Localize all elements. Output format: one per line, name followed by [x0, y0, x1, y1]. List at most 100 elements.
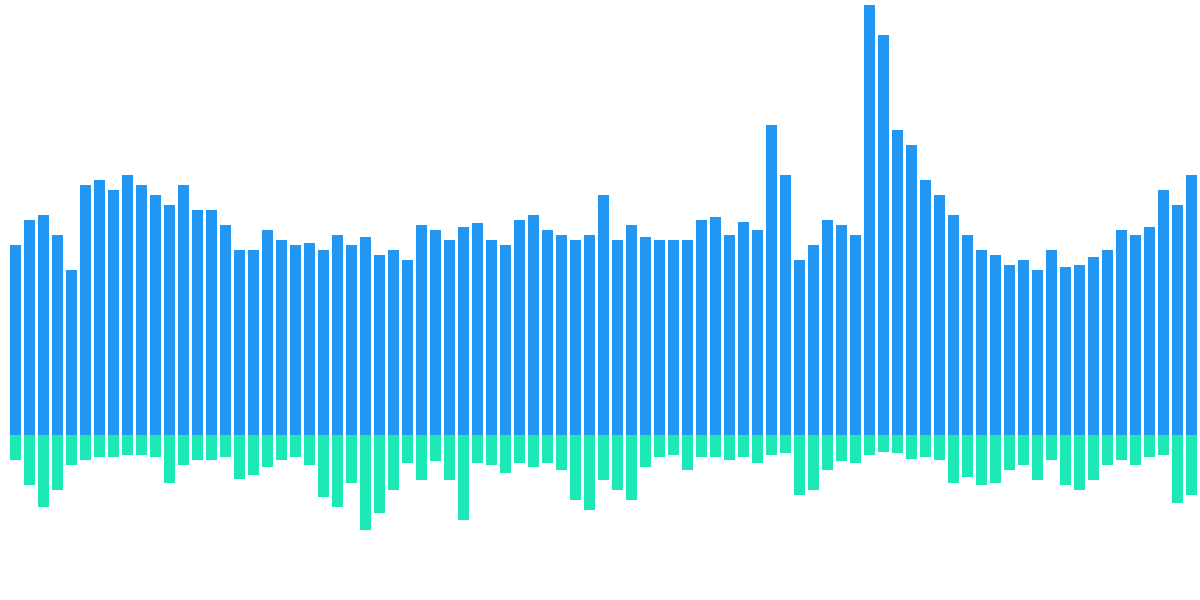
bar-top [934, 195, 945, 435]
bar-bottom [626, 435, 637, 500]
bar-bottom [178, 435, 189, 465]
bar-top [1172, 205, 1183, 435]
bar-top [94, 180, 105, 435]
bar-top [1004, 265, 1015, 435]
bar-bottom [80, 435, 91, 460]
bar-bottom [38, 435, 49, 507]
bar-top [108, 190, 119, 435]
bar-bottom [752, 435, 763, 463]
bar-top [626, 225, 637, 435]
bar-top [850, 235, 861, 435]
bar-bottom [850, 435, 861, 463]
bar-bottom [710, 435, 721, 457]
bar-bottom [682, 435, 693, 470]
bar-top [192, 210, 203, 435]
bar-top [234, 250, 245, 435]
bar-bottom [94, 435, 105, 457]
diverging-bar-chart [0, 0, 1200, 600]
bar-bottom [500, 435, 511, 473]
bar-top [1158, 190, 1169, 435]
bar-top [906, 145, 917, 435]
bar-bottom [1088, 435, 1099, 480]
bar-bottom [766, 435, 777, 455]
bar-bottom [346, 435, 357, 483]
bar-bottom [66, 435, 77, 465]
bar-top [822, 220, 833, 435]
bar-top [164, 205, 175, 435]
bar-bottom [598, 435, 609, 480]
bar-bottom [276, 435, 287, 460]
bar-top [738, 222, 749, 435]
bar-top [402, 260, 413, 435]
bar-top [766, 125, 777, 435]
bar-bottom [360, 435, 371, 530]
bar-top [1130, 235, 1141, 435]
bar-top [458, 227, 469, 435]
bar-bottom [542, 435, 553, 463]
bar-bottom [584, 435, 595, 510]
bar-bottom [1172, 435, 1183, 503]
bar-bottom [1186, 435, 1197, 495]
bar-top [24, 220, 35, 435]
bar-bottom [290, 435, 301, 457]
bar-bottom [150, 435, 161, 457]
bar-bottom [724, 435, 735, 460]
bar-bottom [10, 435, 21, 460]
bar-bottom [486, 435, 497, 465]
bar-bottom [248, 435, 259, 475]
bar-bottom [836, 435, 847, 461]
bar-bottom [318, 435, 329, 497]
bar-top [836, 225, 847, 435]
bar-bottom [1046, 435, 1057, 460]
bar-top [1046, 250, 1057, 435]
bar-top [1116, 230, 1127, 435]
bar-bottom [528, 435, 539, 467]
bar-top [556, 235, 567, 435]
bar-bottom [948, 435, 959, 483]
bar-bottom [1116, 435, 1127, 460]
bar-top [262, 230, 273, 435]
bar-bottom [332, 435, 343, 507]
bar-bottom [976, 435, 987, 485]
bar-bottom [780, 435, 791, 453]
bar-bottom [444, 435, 455, 480]
bar-top [808, 245, 819, 435]
bar-top [318, 250, 329, 435]
bar-bottom [108, 435, 119, 457]
bar-bottom [738, 435, 749, 457]
bar-bottom [220, 435, 231, 457]
bar-bottom [822, 435, 833, 470]
bar-top [1060, 267, 1071, 435]
bar-top [752, 230, 763, 435]
bar-bottom [262, 435, 273, 467]
bar-top [206, 210, 217, 435]
bar-bottom [122, 435, 133, 455]
bar-top [1032, 270, 1043, 435]
bar-top [1088, 257, 1099, 435]
bar-top [514, 220, 525, 435]
bar-bottom [1032, 435, 1043, 480]
bar-bottom [794, 435, 805, 495]
bar-top [892, 130, 903, 435]
bar-bottom [570, 435, 581, 500]
bar-top [976, 250, 987, 435]
bar-bottom [416, 435, 427, 480]
bar-top [528, 215, 539, 435]
bar-top [542, 230, 553, 435]
bar-top [346, 245, 357, 435]
bar-top [640, 237, 651, 435]
bar-top [38, 215, 49, 435]
bar-top [668, 240, 679, 435]
bar-top [360, 237, 371, 435]
bar-top [66, 270, 77, 435]
bar-top [136, 185, 147, 435]
bar-top [962, 235, 973, 435]
bar-bottom [1074, 435, 1085, 490]
bar-top [780, 175, 791, 435]
bar-top [794, 260, 805, 435]
bar-bottom [388, 435, 399, 490]
bar-top [696, 220, 707, 435]
bar-top [654, 240, 665, 435]
bar-bottom [696, 435, 707, 457]
bar-top [486, 240, 497, 435]
